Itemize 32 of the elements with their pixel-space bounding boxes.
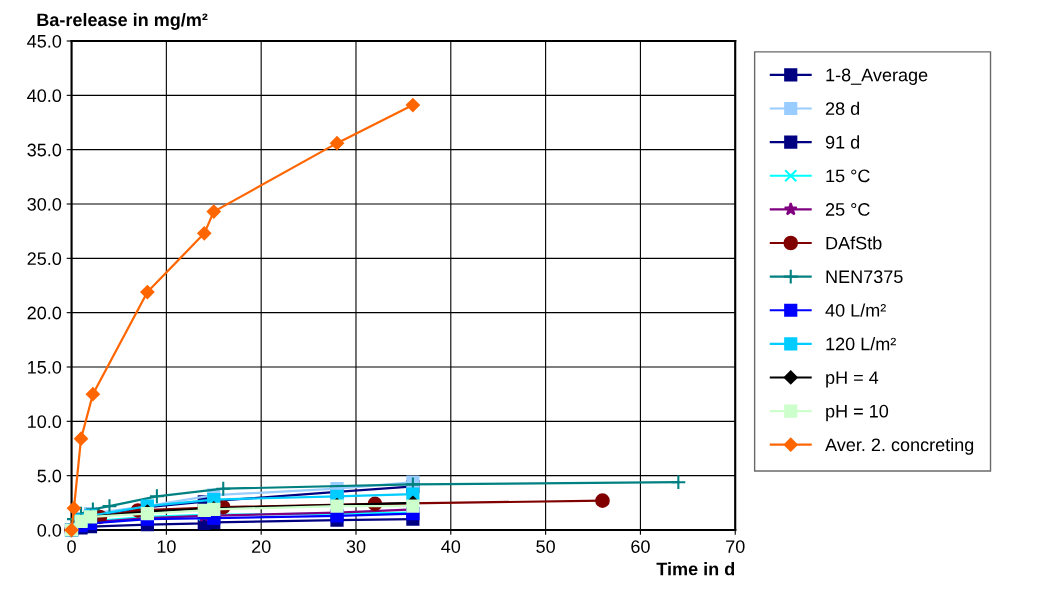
y-axis-title: Ba-release in mg/m² [37,12,208,30]
y-tick-label: 0.0 [37,523,62,537]
legend-label: NEN7375 [826,270,903,284]
legend-label: 15 °C [826,169,870,183]
y-tick-label: 30.0 [27,197,62,211]
y-tick-label: 40.0 [27,89,62,103]
legend-label: pH = 4 [826,371,879,388]
legend-label: 40 L/m² [825,303,886,317]
legend-label: 91 d [825,135,860,149]
y-tick-label: 15.0 [28,360,62,374]
y-tick-label: 20.0 [27,306,62,320]
x-tick-label: 30 [346,540,366,553]
x-tick-label: 10 [157,540,176,553]
legend-label: pH = 10 [826,404,889,422]
y-tick-label: 35.0 [27,143,62,157]
y-tick-label: 25.0 [27,252,62,266]
legend-label: DAfStb [826,236,882,250]
y-tick-label: 5.0 [37,469,62,483]
x-axis-title: Time in d [656,562,735,576]
x-tick-label: 60 [631,540,650,553]
legend-label: 28 d [825,101,860,115]
legend-label: 25 °C [825,203,870,216]
x-tick-label: 50 [536,540,555,553]
legend-label: 1-8_Average [826,68,928,85]
x-tick-label: 0 [67,540,76,553]
y-tick-label: 10.0 [28,415,62,429]
y-tick-label: 45.0 [27,34,62,48]
x-tick-label: 40 [441,540,461,553]
x-tick-label: 20 [252,540,271,553]
legend-label: Aver. 2. concreting [825,437,974,455]
legend-label: 120 L/m² [826,337,896,351]
x-tick-label: 70 [726,540,745,553]
